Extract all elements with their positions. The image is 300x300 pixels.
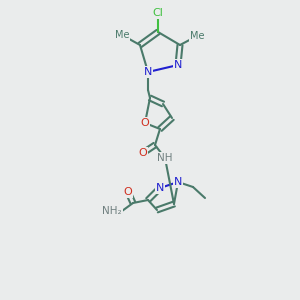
Text: Me: Me <box>115 30 129 40</box>
Text: N: N <box>156 183 164 193</box>
Text: N: N <box>174 177 182 187</box>
Text: O: O <box>124 187 132 197</box>
Text: N: N <box>174 60 182 70</box>
Text: NH₂: NH₂ <box>102 206 122 216</box>
Text: Me: Me <box>190 31 204 41</box>
Text: N: N <box>144 67 152 77</box>
Text: O: O <box>139 148 147 158</box>
Text: Cl: Cl <box>153 8 164 18</box>
Text: O: O <box>141 118 149 128</box>
Text: NH: NH <box>157 153 173 163</box>
